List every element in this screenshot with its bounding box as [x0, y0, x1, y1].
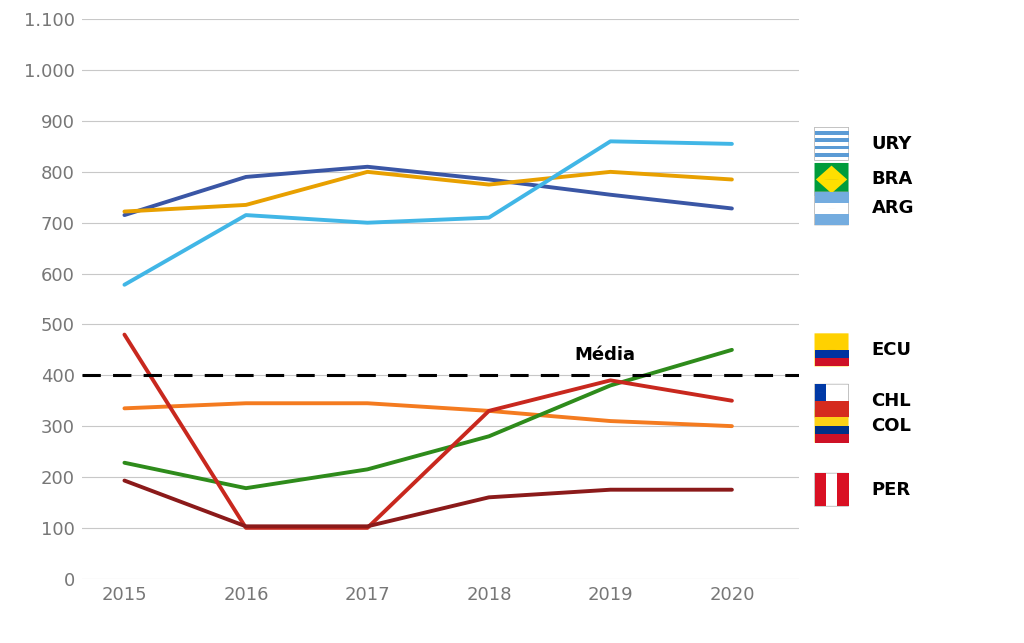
- FancyBboxPatch shape: [814, 163, 849, 196]
- Bar: [814, 435, 849, 442]
- Bar: [814, 131, 849, 134]
- Text: URY: URY: [871, 135, 912, 153]
- Bar: [838, 473, 849, 506]
- FancyBboxPatch shape: [814, 473, 849, 506]
- Bar: [814, 138, 849, 142]
- Text: CHL: CHL: [871, 392, 911, 410]
- Text: Média: Média: [574, 346, 635, 364]
- Text: ECU: ECU: [871, 341, 911, 359]
- FancyBboxPatch shape: [814, 410, 849, 442]
- Bar: [814, 426, 849, 442]
- Polygon shape: [816, 166, 847, 194]
- Bar: [814, 473, 825, 506]
- Text: PER: PER: [871, 481, 910, 499]
- Bar: [814, 192, 849, 203]
- Text: ARG: ARG: [871, 199, 914, 217]
- Text: BRA: BRA: [871, 170, 912, 188]
- FancyBboxPatch shape: [814, 333, 849, 367]
- Text: COL: COL: [871, 417, 911, 435]
- Bar: [814, 153, 849, 157]
- Bar: [814, 350, 849, 367]
- FancyBboxPatch shape: [814, 127, 849, 160]
- Bar: [814, 146, 849, 149]
- Bar: [814, 384, 826, 401]
- FancyBboxPatch shape: [814, 384, 849, 417]
- Bar: [814, 214, 849, 225]
- Bar: [814, 401, 849, 417]
- FancyBboxPatch shape: [814, 192, 849, 225]
- Bar: [814, 358, 849, 367]
